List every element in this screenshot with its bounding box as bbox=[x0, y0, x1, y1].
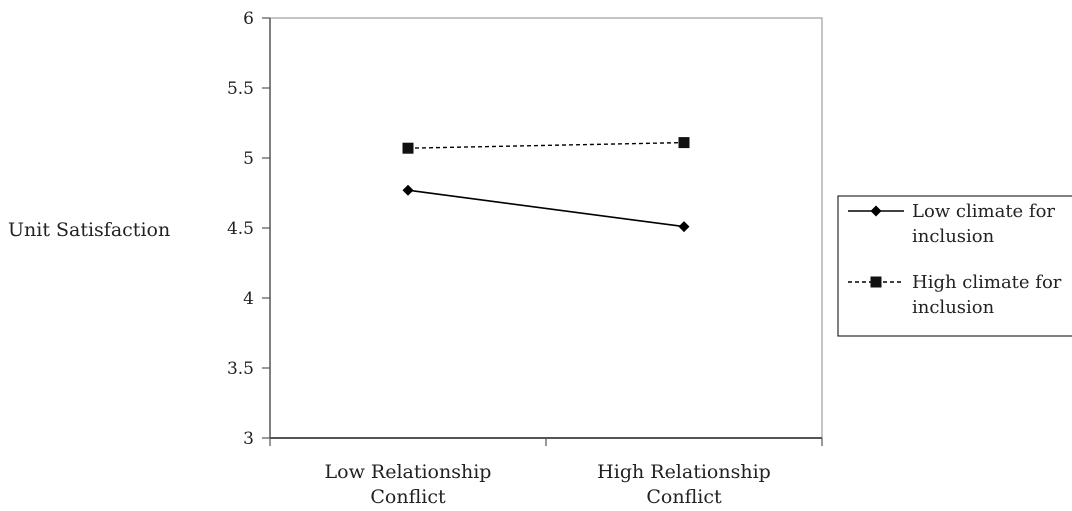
y-tick-label: 5 bbox=[243, 149, 254, 169]
y-tick-label: 4 bbox=[243, 289, 254, 309]
series-low-climate bbox=[402, 184, 690, 233]
y-axis-ticks: 3 3.5 4 4.5 5 5.5 6 bbox=[227, 9, 270, 449]
y-tick-label: 3 bbox=[243, 429, 254, 449]
legend-marker bbox=[870, 276, 882, 288]
series-line bbox=[407, 189, 685, 228]
x-category-label: Low Relationship Conflict bbox=[325, 461, 492, 508]
plot-area bbox=[269, 17, 823, 439]
legend: Low climate for inclusion High climate for… bbox=[837, 195, 1072, 337]
y-axis-title: Unit Satisfaction bbox=[8, 219, 170, 241]
data-point bbox=[402, 142, 414, 154]
y-tick-label: 5.5 bbox=[227, 79, 254, 99]
series-high-climate bbox=[402, 137, 690, 154]
y-tick-label: 4.5 bbox=[227, 219, 254, 239]
series-layer bbox=[402, 137, 690, 233]
data-point bbox=[678, 221, 690, 233]
data-point bbox=[402, 184, 414, 196]
x-axis-ticks: Low Relationship Conflict High Relationshi… bbox=[269, 438, 823, 508]
y-tick-label: 3.5 bbox=[227, 359, 254, 379]
legend-box bbox=[837, 195, 1072, 337]
legend-marker bbox=[870, 205, 882, 217]
x-category-label: High Relationship Conflict bbox=[597, 461, 771, 508]
data-point bbox=[678, 137, 690, 149]
y-tick-label: 6 bbox=[243, 9, 254, 29]
legend-label: High climate for inclusion bbox=[912, 272, 1062, 318]
legend-label: Low climate for inclusion bbox=[912, 201, 1055, 247]
